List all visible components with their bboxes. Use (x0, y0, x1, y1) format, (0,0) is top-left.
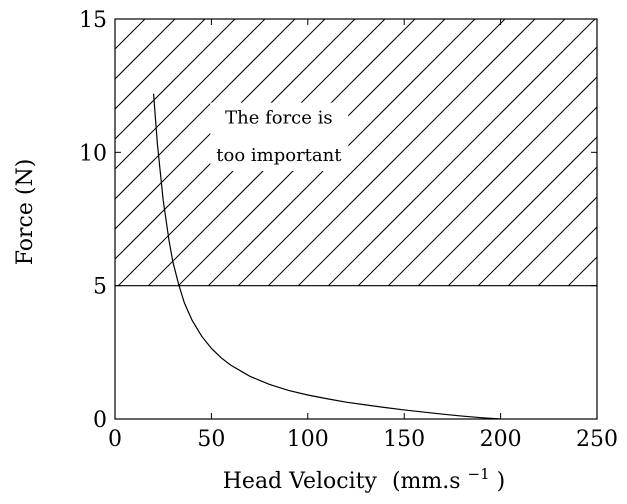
hatch-line-4 (115, 19, 206, 110)
region-annotation: The force is too important (210, 102, 349, 171)
y-tick-label: 10 (79, 141, 107, 166)
x-tick-label: 0 (108, 427, 122, 452)
x-tick-label: 50 (197, 427, 225, 452)
hatch-line-20 (417, 106, 597, 286)
force-velocity-curve (152, 93, 501, 420)
hatch-line-3 (115, 19, 176, 80)
annotation-line-2: too important (216, 145, 342, 166)
y-axis-label: Force (N) (13, 159, 38, 266)
plot-area-frame (114, 18, 598, 420)
hatch-line-16 (297, 19, 566, 286)
x-axis-label: Head Velocity (mm.s −1 ) (223, 460, 506, 494)
hatch-line-8 (115, 19, 326, 230)
hatch-line-23 (507, 196, 597, 286)
hatch-line-22 (477, 166, 597, 286)
x-tick-label: 200 (480, 427, 522, 452)
hatch-line-18 (357, 46, 597, 286)
x-axis-label-unit: (mm.s (392, 469, 461, 494)
annotation-line-1: The force is (225, 108, 333, 129)
x-axis-label-name: Head Velocity (223, 469, 378, 494)
y-axis-ticks: 0 5 10 15 (79, 8, 597, 433)
x-axis-label-unit-close: ) (497, 469, 506, 494)
hatch-line-21 (447, 136, 597, 286)
annotation-background (210, 102, 349, 171)
x-tick-label: 150 (383, 427, 425, 452)
x-axis-label-unit-exponent: −1 (468, 465, 490, 483)
y-tick-label: 15 (79, 8, 107, 33)
x-axis-ticks: 0 50 100 150 200 250 (108, 19, 618, 452)
hatch-line-6 (115, 19, 266, 170)
hatch-line-15 (267, 19, 536, 286)
y-tick-label: 0 (93, 408, 107, 433)
hatch-line-19 (387, 76, 597, 286)
hatch-line-5 (115, 19, 236, 140)
x-tick-label: 100 (287, 427, 329, 452)
x-tick-label: 250 (576, 427, 618, 452)
y-tick-label: 5 (93, 275, 107, 300)
hatch-line-7 (115, 19, 296, 200)
hatch-line-25 (567, 256, 597, 286)
hatch-line-17 (327, 19, 596, 286)
hatch-line-14 (237, 19, 506, 286)
hatch-line-24 (537, 226, 597, 286)
